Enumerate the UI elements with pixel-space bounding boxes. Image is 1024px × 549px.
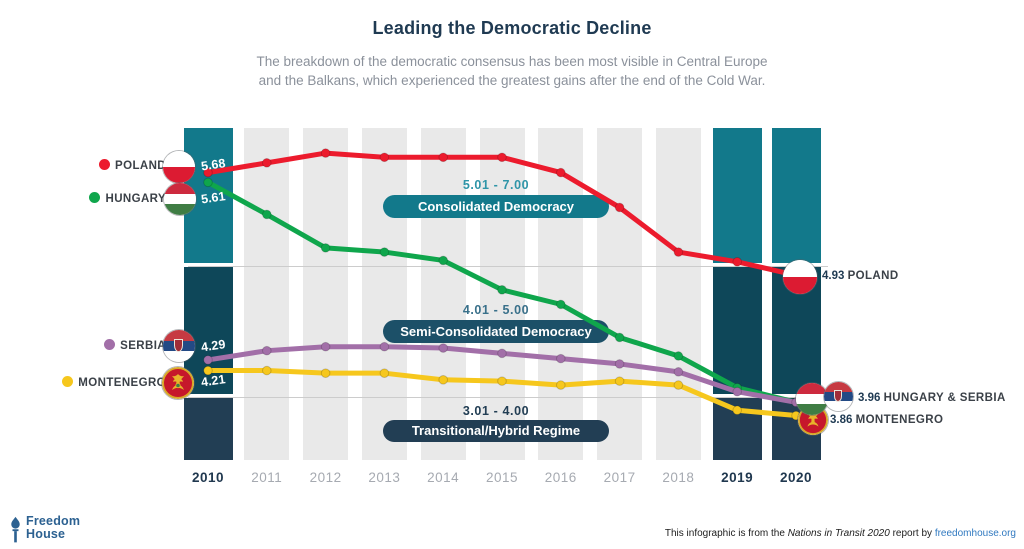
legend-item-montenegro: MONTENEGRO xyxy=(38,376,166,389)
page-subtitle: The breakdown of the democratic consensu… xyxy=(0,52,1024,90)
year-label-2020: 2020 xyxy=(779,470,813,485)
freedomhouse-link[interactable]: freedomhouse.org xyxy=(934,528,1016,539)
poland-end-label: 4.93 POLAND xyxy=(822,270,899,282)
year-label-2019: 2019 xyxy=(721,470,754,485)
year-column-2018 xyxy=(655,128,701,460)
year-label-2011: 2011 xyxy=(251,470,283,485)
band-pill-transitional: Transitional/Hybrid Regime xyxy=(383,420,609,442)
page-title: Leading the Democratic Decline xyxy=(372,18,652,38)
band-range-consolidated: 5.01 - 7.00 xyxy=(462,178,530,192)
serbia-end-flag-icon xyxy=(824,382,853,411)
hungary-dot-icon xyxy=(89,192,101,203)
year-label-2015: 2015 xyxy=(485,470,519,485)
year-column-2020 xyxy=(771,128,821,263)
attribution: This infographic is from the Nations in … xyxy=(664,528,1016,539)
poland-flag-icon xyxy=(163,151,195,183)
torch-icon xyxy=(11,516,20,543)
year-label-2013: 2013 xyxy=(368,470,401,485)
montenegro-dot-icon xyxy=(62,376,74,387)
freedom-house-logo: Freedom House xyxy=(8,515,80,545)
legend-item-serbia: SERBIA xyxy=(38,339,166,352)
montenegro-end-label: 3.86 MONTENEGRO xyxy=(830,414,944,426)
band-range-transitional: 3.01 - 4.00 xyxy=(462,404,530,418)
year-column-2019 xyxy=(712,267,762,394)
year-column-2011 xyxy=(244,128,290,460)
year-column-2012 xyxy=(303,128,349,460)
hungary-end-flag-icon xyxy=(796,383,828,415)
year-label-2014: 2014 xyxy=(427,470,460,485)
year-column-2010 xyxy=(183,398,233,460)
band-range-semi-consolidated: 4.01 - 5.00 xyxy=(462,303,530,317)
band-pill-semi-consolidated: Semi-Consolidated Democracy xyxy=(383,320,609,343)
poland-end-flag-icon xyxy=(783,260,817,294)
year-column-2019 xyxy=(712,398,762,460)
serbia-dot-icon xyxy=(104,339,116,350)
subtitle-line-2: and the Balkans, which experienced the g… xyxy=(258,73,766,88)
year-label-2017: 2017 xyxy=(603,470,636,485)
legend-item-poland: POLAND xyxy=(38,159,166,172)
year-label-2016: 2016 xyxy=(544,470,577,485)
year-label-2010: 2010 xyxy=(191,470,225,485)
band-pill-consolidated: Consolidated Democracy xyxy=(383,195,609,218)
hungary-flag-icon xyxy=(164,183,196,215)
legend-item-hungary: HUNGARY xyxy=(38,192,166,205)
report-title: Nations in Transit 2020 xyxy=(787,528,890,539)
montenegro-flag-icon xyxy=(162,367,194,399)
year-label-2012: 2012 xyxy=(309,470,342,485)
year-label-2018: 2018 xyxy=(662,470,695,485)
logo-text: Freedom House xyxy=(26,514,81,541)
serbia-flag-icon xyxy=(163,330,195,362)
subtitle-line-1: The breakdown of the democratic consensu… xyxy=(256,54,768,69)
poland-dot-icon xyxy=(99,159,111,170)
year-column-2019 xyxy=(712,128,762,263)
hungary-serbia-end-label: 3.96 HUNGARY & SERBIA xyxy=(858,392,1006,404)
